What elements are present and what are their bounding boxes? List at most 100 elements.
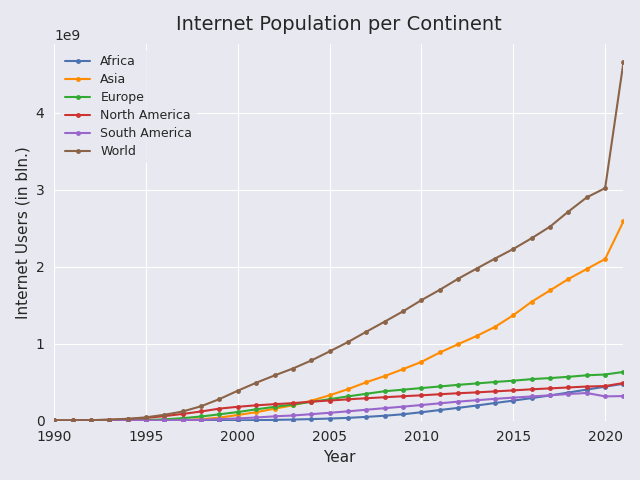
Asia xyxy=(564,276,572,282)
North America xyxy=(142,415,150,421)
Asia xyxy=(234,412,242,418)
Asia xyxy=(326,393,333,398)
X-axis label: Year: Year xyxy=(323,450,355,465)
Europe xyxy=(546,375,554,381)
Africa xyxy=(234,418,242,423)
South America xyxy=(326,410,333,416)
South America xyxy=(68,418,76,424)
Asia xyxy=(142,418,150,423)
Line: North America: North America xyxy=(52,381,626,423)
Africa xyxy=(307,416,315,422)
World xyxy=(234,388,242,394)
Europe xyxy=(564,374,572,380)
Africa xyxy=(381,413,388,419)
Asia xyxy=(51,418,58,424)
World xyxy=(564,209,572,215)
World xyxy=(271,372,278,378)
Europe xyxy=(106,418,113,423)
Europe xyxy=(124,418,131,423)
South America xyxy=(602,394,609,399)
Europe xyxy=(326,396,333,402)
North America xyxy=(509,387,517,393)
South America xyxy=(362,407,370,413)
Asia xyxy=(528,299,536,305)
World xyxy=(68,418,76,423)
North America xyxy=(528,386,536,392)
World xyxy=(473,266,481,272)
World xyxy=(344,339,352,345)
North America xyxy=(216,406,223,411)
Asia xyxy=(106,418,113,424)
South America xyxy=(271,413,278,419)
World xyxy=(289,366,297,372)
Europe xyxy=(307,399,315,405)
Line: Europe: Europe xyxy=(52,370,626,423)
World xyxy=(179,408,186,414)
World xyxy=(326,348,333,354)
World xyxy=(142,414,150,420)
Asia xyxy=(179,417,186,423)
South America xyxy=(381,405,388,411)
Africa xyxy=(68,418,76,424)
Asia xyxy=(68,418,76,424)
South America xyxy=(344,408,352,414)
Africa xyxy=(602,384,609,390)
Africa xyxy=(124,418,131,424)
North America xyxy=(289,400,297,406)
North America xyxy=(602,383,609,389)
South America xyxy=(197,417,205,423)
World xyxy=(197,403,205,409)
Asia xyxy=(454,341,462,347)
Asia xyxy=(546,288,554,293)
North America xyxy=(179,411,186,417)
South America xyxy=(583,390,591,396)
North America xyxy=(106,417,113,423)
Asia xyxy=(491,324,499,330)
Europe xyxy=(620,369,627,375)
South America xyxy=(436,400,444,406)
Europe xyxy=(528,376,536,382)
World xyxy=(528,235,536,241)
South America xyxy=(87,418,95,424)
World xyxy=(381,319,388,324)
World xyxy=(436,287,444,293)
Africa xyxy=(161,418,168,424)
Africa xyxy=(620,381,627,386)
Africa xyxy=(454,405,462,411)
South America xyxy=(124,418,131,423)
Africa xyxy=(362,414,370,420)
North America xyxy=(620,380,627,386)
Africa xyxy=(106,418,113,424)
Africa xyxy=(179,418,186,424)
Europe xyxy=(142,417,150,423)
North America xyxy=(583,384,591,389)
South America xyxy=(161,418,168,423)
North America xyxy=(546,385,554,391)
South America xyxy=(528,394,536,399)
Line: South America: South America xyxy=(52,391,626,423)
Europe xyxy=(68,418,76,423)
World xyxy=(399,309,407,314)
North America xyxy=(344,396,352,402)
World xyxy=(454,276,462,282)
Europe xyxy=(344,394,352,399)
World xyxy=(161,412,168,418)
South America xyxy=(418,402,426,408)
Asia xyxy=(418,359,426,365)
South America xyxy=(51,418,58,424)
Asia xyxy=(620,218,627,224)
Asia xyxy=(381,373,388,379)
World xyxy=(87,417,95,423)
North America xyxy=(381,395,388,400)
Africa xyxy=(344,415,352,421)
Europe xyxy=(289,402,297,408)
Line: World: World xyxy=(52,60,626,423)
Africa xyxy=(142,418,150,424)
Africa xyxy=(583,387,591,393)
World xyxy=(602,185,609,191)
World xyxy=(546,224,554,229)
Europe xyxy=(491,379,499,385)
Europe xyxy=(51,418,58,423)
South America xyxy=(620,393,627,399)
South America xyxy=(399,404,407,409)
